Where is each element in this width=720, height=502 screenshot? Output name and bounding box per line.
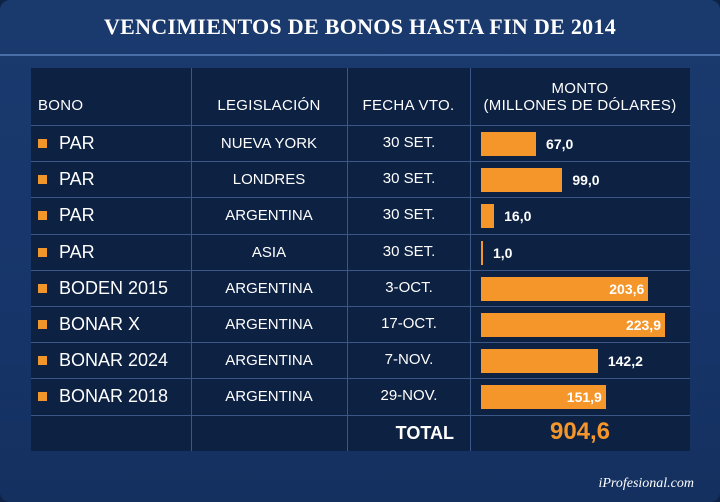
amount-bar bbox=[481, 204, 495, 229]
row-bullet-icon bbox=[38, 283, 47, 293]
bond-legislation: ARGENTINA bbox=[225, 207, 313, 225]
row-divider bbox=[31, 125, 690, 126]
amount-label: 67,0 bbox=[546, 136, 574, 152]
table-row: BONAR 2024 ARGENTINA 7-NOV. 142,2 bbox=[31, 342, 690, 378]
amount-bar bbox=[481, 132, 537, 156]
header-bono: BONO bbox=[38, 97, 84, 114]
bond-maturity-date: 3-OCT. bbox=[385, 278, 433, 296]
table-row: PAR NUEVA YORK 30 SET. 67,0 bbox=[31, 125, 690, 161]
bond-name: PAR bbox=[59, 205, 95, 226]
row-divider bbox=[31, 306, 690, 307]
row-divider bbox=[31, 234, 690, 235]
amount-bar bbox=[481, 313, 665, 337]
bond-maturity-date: 7-NOV. bbox=[384, 351, 434, 369]
bond-maturity-date: 30 SET. bbox=[382, 242, 436, 260]
row-divider bbox=[31, 197, 690, 198]
total-label: TOTAL bbox=[395, 423, 454, 443]
brand-watermark: iProfesional.com bbox=[598, 476, 694, 491]
amount-bar bbox=[481, 276, 649, 301]
bond-name: BODEN 2015 bbox=[59, 277, 169, 298]
table-row: BODEN 2015 ARGENTINA 3-OCT. 203,6 bbox=[31, 270, 690, 306]
bond-maturity-date: 30 SET. bbox=[382, 134, 436, 151]
chart-title: VENCIMIENTOS DE BONOS HASTA FIN DE 2014 bbox=[103, 14, 617, 39]
row-divider bbox=[31, 342, 690, 343]
amount-label: 203,6 bbox=[609, 280, 645, 297]
amount-label: 99,0 bbox=[572, 172, 600, 189]
amount-label: 223,9 bbox=[625, 317, 661, 333]
bond-name: BONAR 2024 bbox=[59, 350, 169, 371]
amount-bar bbox=[481, 168, 563, 193]
table-row: BONAR 2018 ARGENTINA 29-NOV. 151,9 bbox=[31, 378, 690, 414]
table-row: BONAR X ARGENTINA 17-OCT. 223,9 bbox=[31, 306, 690, 342]
row-bullet-icon bbox=[38, 175, 47, 185]
row-bullet-icon bbox=[38, 139, 47, 148]
header-monto-line1: MONTO bbox=[551, 80, 609, 97]
row-bullet-icon bbox=[38, 247, 47, 257]
bond-legislation: ARGENTINA bbox=[225, 279, 313, 297]
row-divider bbox=[31, 270, 690, 271]
table-row: PAR LONDRES 30 SET. 99,0 bbox=[31, 161, 690, 197]
header-legislacion: LEGISLACIÓN bbox=[217, 97, 321, 114]
bond-legislation: ARGENTINA bbox=[225, 352, 313, 370]
bond-maturity-date: 30 SET. bbox=[382, 206, 436, 224]
bond-legislation: ARGENTINA bbox=[225, 316, 313, 333]
row-divider bbox=[31, 161, 690, 162]
header-monto: MONTO (MILLONES DE DÓLARES) bbox=[470, 80, 690, 114]
column-divider-2 bbox=[347, 68, 348, 451]
bond-legislation: NUEVA YORK bbox=[220, 135, 318, 152]
row-bullet-icon bbox=[38, 211, 47, 221]
bond-name: PAR bbox=[59, 133, 95, 153]
bond-name: PAR bbox=[59, 169, 95, 190]
amount-label: 16,0 bbox=[504, 208, 532, 225]
bond-maturity-date: 17-OCT. bbox=[381, 315, 437, 332]
row-divider bbox=[31, 378, 690, 379]
bond-legislation: ARGENTINA bbox=[225, 388, 313, 406]
header-fecha: FECHA VTO. bbox=[362, 97, 455, 114]
row-bullet-icon bbox=[38, 356, 47, 366]
bond-legislation: LONDRES bbox=[232, 171, 306, 189]
bond-maturity-date: 29-NOV. bbox=[380, 387, 438, 405]
amount-bar bbox=[481, 240, 483, 265]
bond-name: BONAR 2018 bbox=[59, 386, 169, 407]
total-value: 904,6 bbox=[549, 418, 611, 445]
bond-name: PAR bbox=[59, 241, 95, 262]
title-divider bbox=[0, 54, 720, 56]
row-bullet-icon bbox=[38, 392, 47, 402]
amount-label: 151,9 bbox=[566, 389, 602, 406]
column-divider-1 bbox=[191, 68, 192, 451]
row-bullet-icon bbox=[38, 320, 47, 329]
amount-bar bbox=[481, 349, 598, 374]
header-monto-line2: (MILLONES DE DÓLARES) bbox=[483, 97, 677, 114]
amount-label: 142,2 bbox=[607, 353, 643, 370]
bond-name: BONAR X bbox=[59, 314, 141, 334]
bond-legislation: ASIA bbox=[251, 243, 287, 261]
row-divider bbox=[31, 415, 690, 416]
table-row: PAR ARGENTINA 30 SET. 16,0 bbox=[31, 197, 690, 233]
table-row: PAR ASIA 30 SET. 1,0 bbox=[31, 234, 690, 270]
column-divider-3 bbox=[470, 68, 471, 451]
amount-bar bbox=[481, 385, 606, 410]
amount-label: 1,0 bbox=[493, 244, 513, 261]
bond-maturity-date: 30 SET. bbox=[382, 170, 436, 188]
